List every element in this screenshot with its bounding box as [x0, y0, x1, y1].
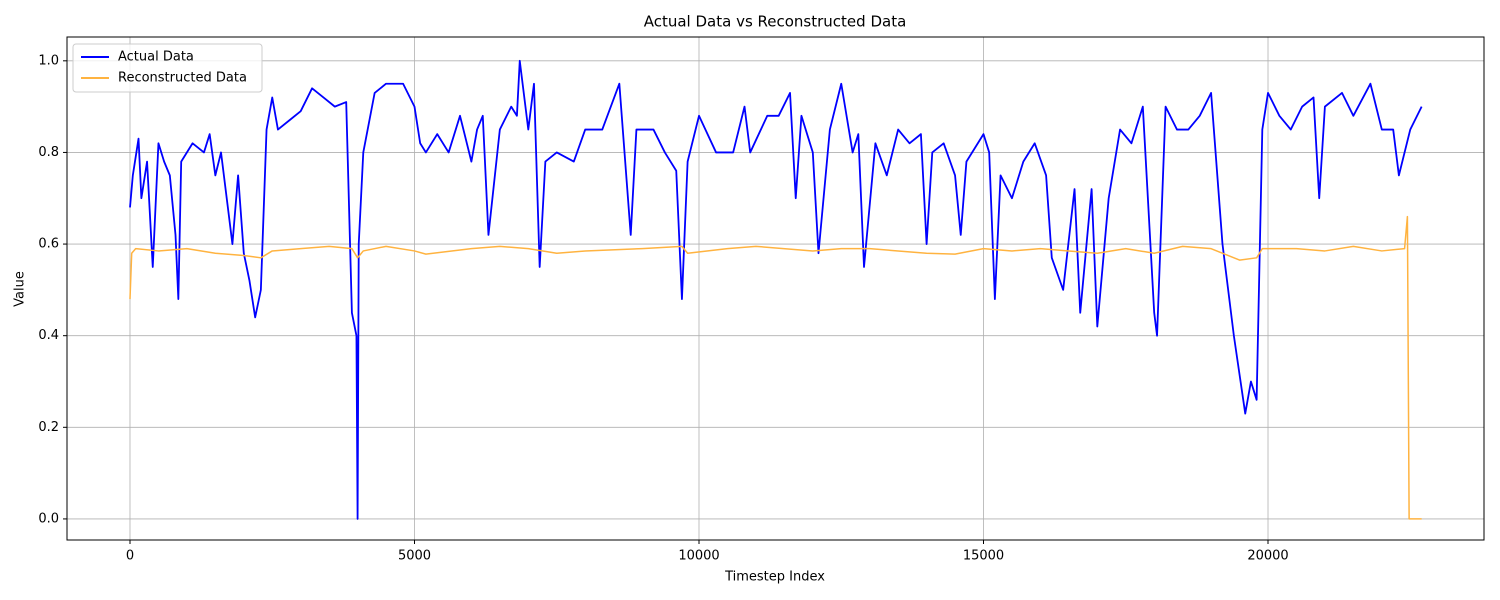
y-tick-label: 0.6: [38, 237, 59, 252]
y-tick-label: 0.2: [38, 420, 59, 435]
legend-box: [72, 43, 263, 93]
legend: Actual Data Reconstructed Data: [72, 43, 263, 93]
y-axis-label: Value: [13, 271, 28, 307]
data-line: [129, 215, 1422, 520]
x-tick-label: 0: [126, 549, 134, 564]
x-tick-label: 15000: [963, 549, 1004, 564]
x-axis-label: Timestep Index: [724, 570, 825, 585]
y-tick-label: 0.0: [38, 511, 59, 526]
y-tick-label: 0.4: [38, 328, 59, 343]
x-tick-label: 20000: [1247, 549, 1288, 564]
legend-label: Actual Data: [118, 50, 194, 65]
legend-label: Reconstructed Data: [118, 71, 247, 86]
y-tick-label: 1.0: [38, 53, 59, 68]
y-tick-label: 0.8: [38, 145, 59, 160]
plot-frame: [66, 36, 1485, 541]
x-tick-label: 10000: [678, 549, 719, 564]
x-tick-label: 5000: [398, 549, 431, 564]
data-line: [129, 59, 1423, 520]
chart-title: Actual Data vs Reconstructed Data: [644, 13, 907, 31]
